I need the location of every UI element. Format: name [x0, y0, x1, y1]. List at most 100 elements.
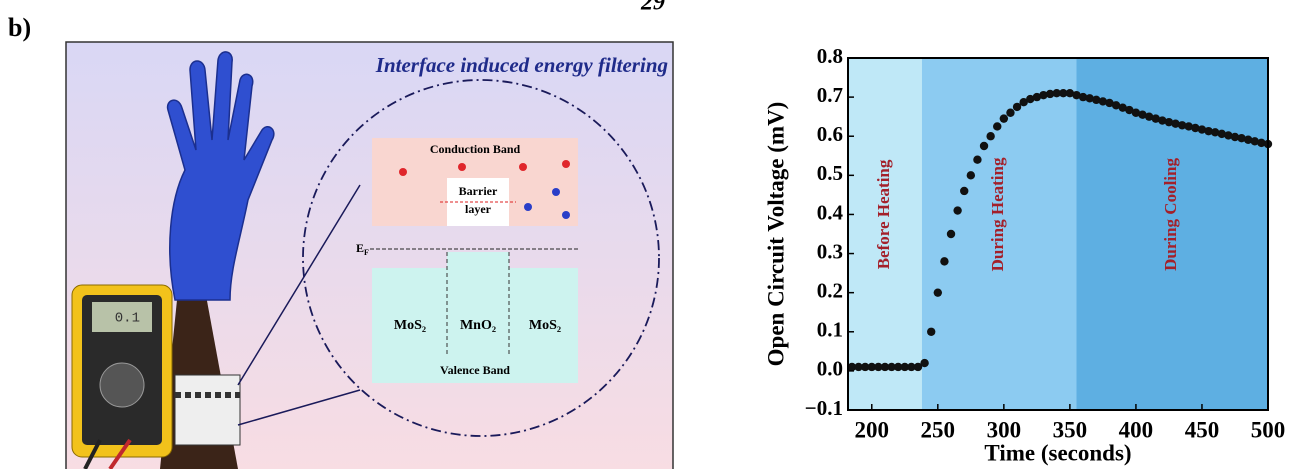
x-tick-label: 450 [1185, 417, 1220, 442]
data-point [1052, 89, 1061, 98]
data-point [1171, 119, 1180, 128]
region [848, 58, 922, 410]
data-point [1217, 129, 1226, 139]
data-point [1085, 94, 1094, 103]
data-point [966, 171, 976, 180]
y-tick-label: 0.2 [817, 278, 843, 302]
data-point [1230, 132, 1240, 142]
panel-label: b) [8, 13, 31, 42]
conduction-band-label: Conduction Band [430, 142, 521, 156]
y-tick-label: 0.3 [817, 239, 843, 263]
data-point [1237, 133, 1246, 143]
y-tick-label: 0.8 [817, 44, 843, 68]
data-point [1210, 128, 1220, 137]
region-label: During Heating [988, 157, 1007, 271]
data-point [1032, 92, 1042, 102]
material-label: MnO₂ [460, 318, 496, 333]
data-point [1065, 89, 1075, 98]
display-reading: 0.1 [115, 311, 140, 327]
y-axis-label: Open Circuit Voltage (mV) [763, 102, 788, 367]
x-tick-label: 400 [1119, 417, 1154, 442]
data-point [1118, 103, 1127, 112]
data-point [1184, 122, 1193, 131]
y-tick-label: 0.4 [817, 200, 844, 224]
y-tick-label: 0.5 [817, 161, 843, 185]
data-point [854, 362, 863, 372]
data-point [880, 362, 890, 372]
x-tick-label: 500 [1251, 417, 1286, 442]
probe-wire [108, 438, 132, 469]
data-point [1012, 102, 1022, 112]
data-point [979, 141, 989, 151]
data-point [913, 362, 923, 372]
data-point [973, 155, 982, 164]
data-point [960, 186, 969, 196]
plot-frame [847, 57, 1269, 411]
data-point [1138, 110, 1147, 119]
data-point [1250, 137, 1259, 146]
data-point [1006, 108, 1015, 117]
y-tick-label: 0.0 [817, 357, 843, 381]
probe-wire [83, 439, 102, 469]
data-point [1125, 105, 1134, 115]
y-tick-label: 0.1 [817, 318, 843, 342]
data-point [860, 362, 870, 372]
data-point [1131, 108, 1141, 117]
fermi-label: EF [356, 241, 369, 257]
data-point [933, 288, 943, 297]
data-point [940, 257, 949, 266]
multimeter-dial [99, 362, 145, 408]
data-point [1098, 97, 1108, 106]
data-point [1019, 97, 1028, 107]
data-point [893, 362, 903, 372]
y-tick-label: 0.6 [817, 122, 843, 146]
data-point [1026, 94, 1035, 104]
data-point [1092, 95, 1101, 105]
data-point [1158, 116, 1167, 125]
zoom-line [237, 184, 361, 386]
data-point [1111, 101, 1121, 110]
x-tick-label: 200 [855, 417, 890, 442]
fermi-symbol: E [356, 241, 364, 255]
data-point [927, 327, 936, 336]
data-point [1144, 112, 1154, 121]
y-tick-label: 0.7 [817, 83, 843, 107]
valence-band-label: Valence Band [440, 363, 510, 377]
zoom-circle [302, 79, 660, 437]
data-point [1191, 123, 1200, 133]
glove [166, 51, 275, 301]
data-point [920, 358, 929, 368]
data-point [1243, 135, 1253, 144]
data-point [1224, 131, 1233, 140]
x-axis-label: Time (seconds) [984, 440, 1131, 465]
data-point [1177, 121, 1187, 130]
data-point [1197, 125, 1207, 134]
data-point [1039, 90, 1048, 100]
data-point [999, 114, 1009, 123]
data-point [1059, 89, 1068, 98]
region-label: Before Heating [874, 159, 893, 269]
data-point [887, 362, 896, 372]
data-point [986, 132, 995, 141]
x-tick-label: 350 [1053, 417, 1088, 442]
data-point [993, 122, 1002, 131]
data-point [907, 362, 916, 372]
data-point [867, 362, 876, 372]
x-tick-label: 250 [921, 417, 956, 442]
material-label: MoS₂ [394, 318, 426, 333]
electrons-hot [399, 160, 570, 176]
electrons-cold [524, 188, 570, 219]
data-point [1204, 126, 1213, 136]
valence-band-region [372, 252, 578, 383]
data-point [1257, 138, 1266, 148]
material-label: MoS₂ [529, 318, 561, 333]
zoom-line [237, 389, 361, 426]
wrist-band [174, 374, 241, 446]
data-point [1045, 89, 1055, 99]
data-point [946, 229, 956, 239]
barrier-label: Barrier [459, 184, 498, 198]
page-number: 29 [640, 0, 665, 16]
data-point [1164, 117, 1174, 127]
